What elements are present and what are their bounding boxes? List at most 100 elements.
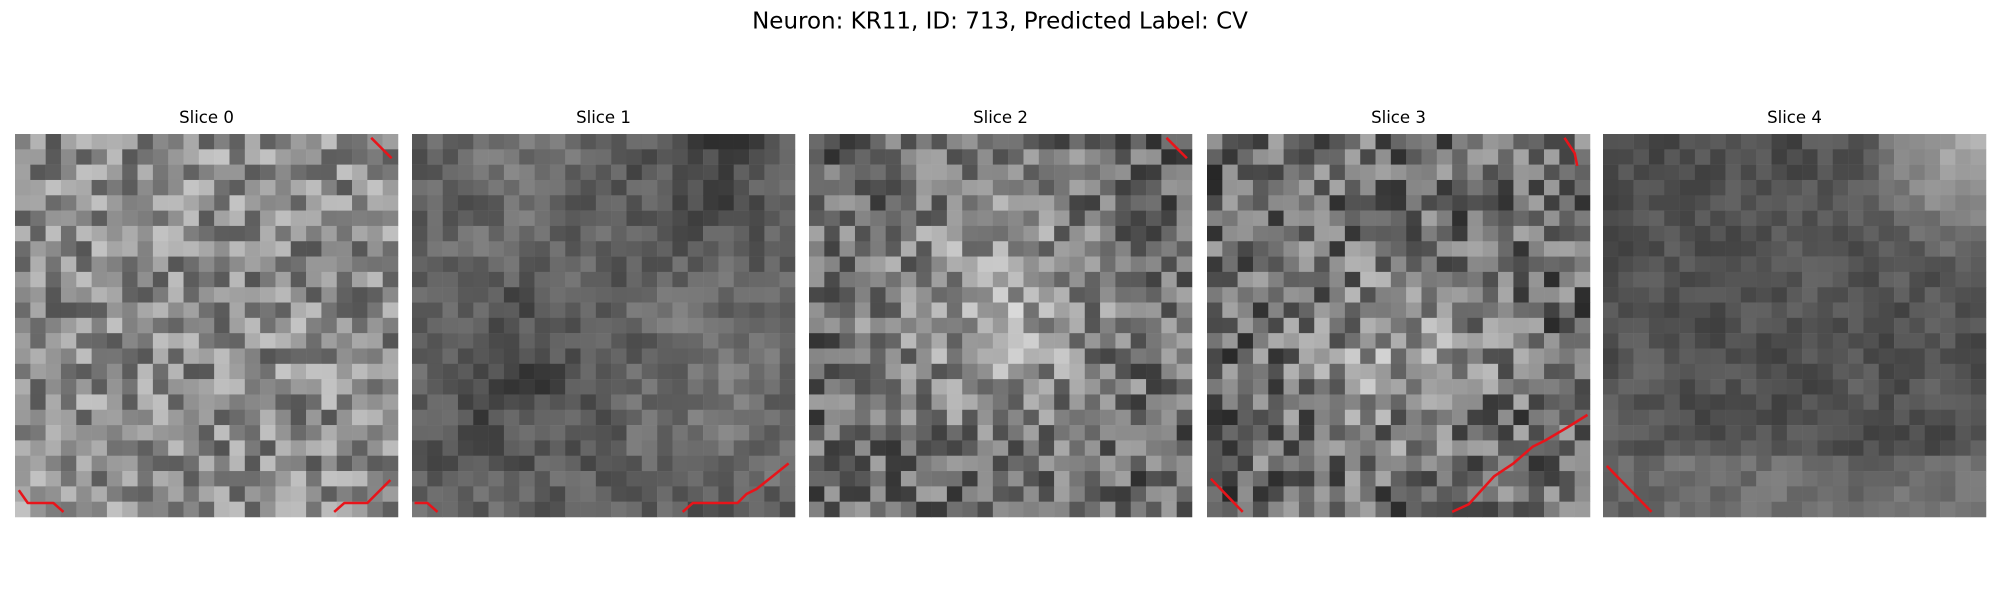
pixel [1513,179,1529,196]
pixel [91,149,108,165]
pixel [764,149,780,165]
pixel [76,440,92,456]
pixel [1222,164,1238,181]
pixel [687,379,704,395]
pixel [244,241,261,257]
pixel [916,179,932,196]
pixel [1069,149,1086,165]
pixel [183,302,200,319]
pixel [473,394,489,411]
pixel [321,271,337,288]
pixel [809,271,825,288]
pixel [306,363,322,380]
pixel [1360,164,1376,181]
pixel [260,241,276,257]
pixel [1054,317,1070,334]
pixel [1344,317,1361,334]
pixel [1710,440,1726,456]
pixel [503,241,520,257]
pixel [1924,241,1941,257]
pixel [427,363,443,380]
pixel [442,363,459,380]
pixel [1390,471,1407,487]
pixel [885,256,902,273]
pixel [198,363,215,380]
pixel [382,363,399,380]
pixel [1924,486,1941,502]
pixel [703,425,719,441]
pixel [718,486,734,502]
pixel [703,409,719,426]
pixel [1406,394,1422,411]
pixel [641,440,658,456]
pixel [15,302,31,319]
pixel [1100,409,1116,426]
pixel [992,195,1009,211]
pixel [1008,256,1024,273]
pixel [1603,149,1619,165]
pixel [1329,501,1346,518]
pixel [457,317,474,334]
pixel [1390,149,1407,165]
pixel [1115,455,1131,472]
pixel [839,225,856,242]
pixel [885,149,902,165]
pixel [1832,256,1849,273]
pixel [900,317,917,334]
pixel [962,363,978,380]
pixel [321,287,337,303]
pixel [1574,256,1591,273]
pixel [1069,471,1086,487]
pixel [1740,164,1757,181]
pixel [900,134,917,150]
contour [1451,413,1589,514]
pixel [1924,455,1941,472]
pixel [1375,486,1392,502]
pixel [1421,348,1438,365]
pixel [779,379,796,395]
pixel [503,409,520,426]
pixel [1528,409,1545,426]
pixel [1618,440,1634,456]
pixel [1421,363,1438,380]
pixel [931,379,948,395]
pixel [1894,455,1910,472]
pixel [1710,225,1726,242]
pixel [1314,271,1330,288]
pixel [687,486,704,502]
pixel [641,225,658,242]
pixel [931,409,948,426]
pixel [565,471,581,487]
pixel [1710,486,1726,502]
pixel [1832,241,1849,257]
pixel [1329,317,1346,334]
pixel [1618,287,1634,303]
pixel [641,271,658,288]
pixel [1802,486,1818,502]
pixel [718,241,734,257]
pixel [1740,363,1757,380]
pixel [519,471,535,487]
pixel [580,394,597,411]
pixel [321,455,337,472]
pixel [1283,363,1300,380]
pixel [1375,287,1392,303]
pixel [1069,333,1086,349]
pixel [549,409,566,426]
pixel [626,271,643,288]
pixel [977,195,994,211]
pixel [779,317,796,334]
pixel [1513,195,1529,211]
pixel [244,501,261,518]
pixel [962,471,978,487]
pixel [45,394,62,411]
pixel [718,425,734,441]
pixel [1559,149,1575,165]
pixel [1222,363,1238,380]
pixel [1054,256,1070,273]
pixel [336,241,353,257]
pixel [1298,425,1315,441]
pixel [1909,302,1925,319]
pixel [1268,134,1284,150]
pixel [275,348,292,365]
